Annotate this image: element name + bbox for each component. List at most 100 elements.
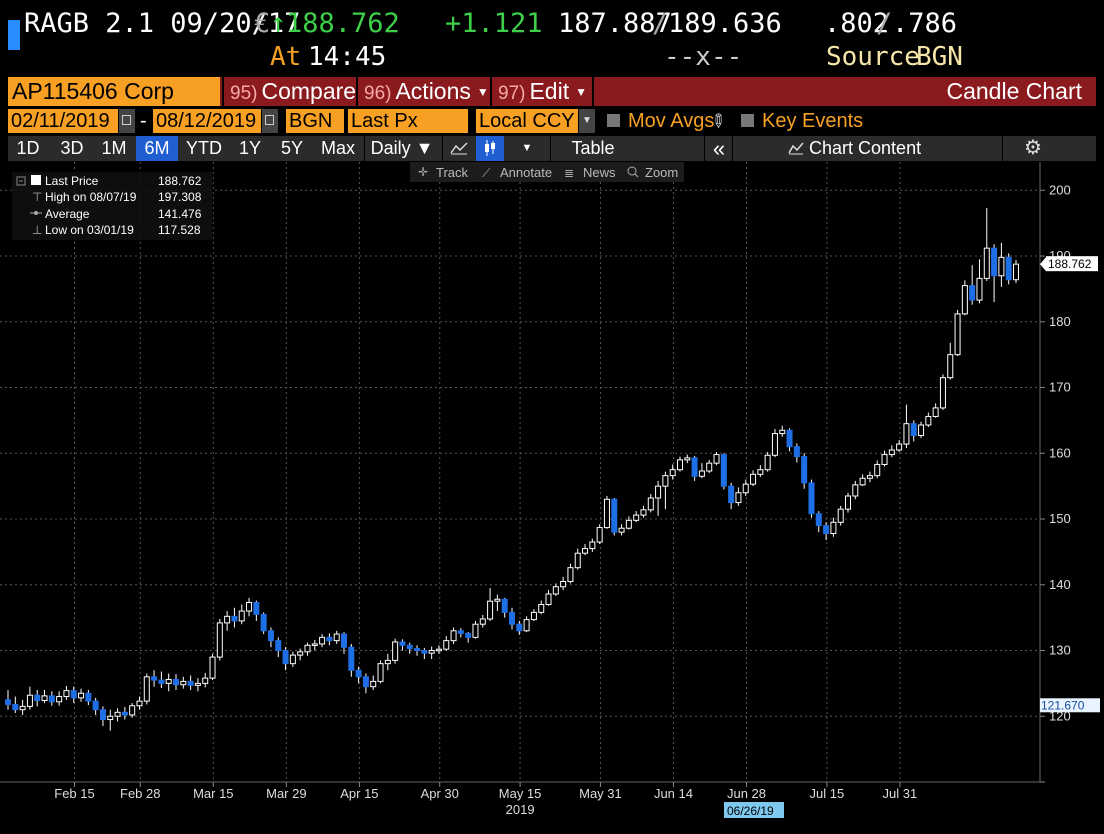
news-label: News xyxy=(583,165,616,180)
quote-line: RAGB 2.1 09/20/17 € ↑ 188.762 +1.121 187… xyxy=(0,8,1104,50)
candle-body xyxy=(961,285,968,315)
candle-body xyxy=(165,678,172,684)
candle-body xyxy=(815,513,822,527)
legend-average-value: 141.476 xyxy=(158,207,202,221)
candle-body xyxy=(859,477,866,486)
candle-body xyxy=(399,641,406,646)
chart-content-button[interactable]: Chart Content xyxy=(788,136,938,161)
start-date-input[interactable]: 02/11/2019 xyxy=(8,109,118,133)
candle xyxy=(976,259,983,304)
period-1m[interactable]: 1M xyxy=(101,138,127,158)
chart-legend[interactable]: Last Price 188.762 ⊤ High on 08/07/19 19… xyxy=(12,172,212,240)
candle xyxy=(625,516,632,530)
track-tool[interactable]: ✛ Track xyxy=(418,165,469,180)
key-events-label[interactable]: Key Events xyxy=(762,110,864,132)
candle-body xyxy=(516,623,523,632)
candle-body xyxy=(976,277,983,301)
candle-body xyxy=(151,676,158,681)
candle xyxy=(669,464,676,480)
candle xyxy=(121,707,128,720)
candle-body xyxy=(187,680,194,686)
period-1d[interactable]: 1D xyxy=(16,138,40,158)
candle-body xyxy=(289,654,296,665)
candle xyxy=(34,689,41,707)
candle-body xyxy=(450,630,457,642)
line-chart-icon[interactable] xyxy=(446,136,472,161)
period-6m[interactable]: 6M xyxy=(136,136,178,161)
candle-body xyxy=(574,552,581,569)
candle xyxy=(509,607,515,630)
candle xyxy=(677,456,683,472)
candle xyxy=(560,576,567,591)
period-max[interactable]: Max xyxy=(320,138,355,158)
currency-select[interactable]: Local CCY xyxy=(476,109,578,133)
key-events-checkbox[interactable] xyxy=(741,114,754,127)
candle xyxy=(173,674,179,690)
annotate-tool[interactable]: ⟋ Annotate xyxy=(482,165,552,180)
period-3d[interactable]: 3D xyxy=(60,138,84,158)
end-date-input[interactable]: 08/12/2019 xyxy=(153,109,261,133)
period-1y[interactable]: 1Y xyxy=(238,138,262,158)
candle-body xyxy=(998,256,1005,277)
candle xyxy=(567,563,574,584)
candle-body xyxy=(107,715,114,721)
candle xyxy=(713,451,720,466)
candle xyxy=(589,538,596,552)
candle xyxy=(209,653,216,681)
candle-body xyxy=(830,521,837,534)
legend-last-price-label: Last Price xyxy=(45,174,99,188)
zoom-icon xyxy=(627,166,637,176)
candle xyxy=(370,675,377,690)
ask-price: 189.636 xyxy=(668,8,782,39)
last-price: 188.762 xyxy=(286,8,400,39)
start-calendar-icon[interactable] xyxy=(119,109,135,133)
candle-body xyxy=(173,678,179,686)
edit-menu[interactable]: 97) Edit ▼ xyxy=(490,77,592,106)
candle-body xyxy=(216,622,223,658)
period-5y[interactable]: 5Y xyxy=(280,138,304,158)
candle xyxy=(151,670,158,687)
gear-icon[interactable]: ⚙ xyxy=(1024,137,1042,159)
frequency-select[interactable]: Daily ▼ xyxy=(370,138,434,158)
candle xyxy=(545,590,552,606)
candle xyxy=(859,474,866,487)
chart-type-dropdown-icon[interactable]: ▼ xyxy=(521,142,533,154)
mov-avgs-label[interactable]: Mov Avgs xyxy=(628,110,715,132)
compare-menu[interactable]: 95) Compare xyxy=(222,77,356,106)
last-price-tag-value: 188.762 xyxy=(1048,257,1092,271)
candle xyxy=(129,703,136,718)
actions-menu[interactable]: 96) Actions ▼ xyxy=(356,77,490,106)
news-tool[interactable]: ≣ News xyxy=(564,165,616,180)
zoom-tool[interactable]: Zoom xyxy=(627,165,678,180)
candle-body xyxy=(735,492,742,504)
field-input[interactable]: Last Px xyxy=(348,109,468,133)
bid-price: 187.887 xyxy=(558,8,672,39)
candle-body xyxy=(348,646,355,671)
legend-low-value: 117.528 xyxy=(158,223,201,237)
candle xyxy=(180,676,187,689)
pricing-source-input[interactable]: BGN xyxy=(286,109,344,133)
candle-chart-icon[interactable] xyxy=(476,136,504,161)
table-button[interactable]: Table xyxy=(571,138,615,158)
candle-body xyxy=(362,676,369,688)
collapse-icon[interactable]: « xyxy=(712,136,726,161)
candle xyxy=(238,604,245,625)
candle xyxy=(961,280,968,316)
ticker-field[interactable]: AP115406 Corp xyxy=(8,77,220,106)
candle-body xyxy=(947,354,954,379)
toolbar-separator xyxy=(364,136,365,161)
candle-body xyxy=(603,498,610,529)
candle-body xyxy=(888,449,895,456)
mov-avgs-checkbox[interactable] xyxy=(607,114,620,127)
end-calendar-icon[interactable] xyxy=(262,109,278,133)
candle xyxy=(114,708,121,722)
y-tick-label: 150 xyxy=(1049,511,1071,526)
candle-body xyxy=(501,598,508,613)
currency-dropdown-icon[interactable]: ▼ xyxy=(579,109,595,133)
net-change: +1.121 xyxy=(445,8,543,39)
period-ytd[interactable]: YTD xyxy=(186,138,222,158)
candle-body xyxy=(523,619,530,632)
candle-body xyxy=(231,615,238,622)
candle-body xyxy=(910,423,917,437)
